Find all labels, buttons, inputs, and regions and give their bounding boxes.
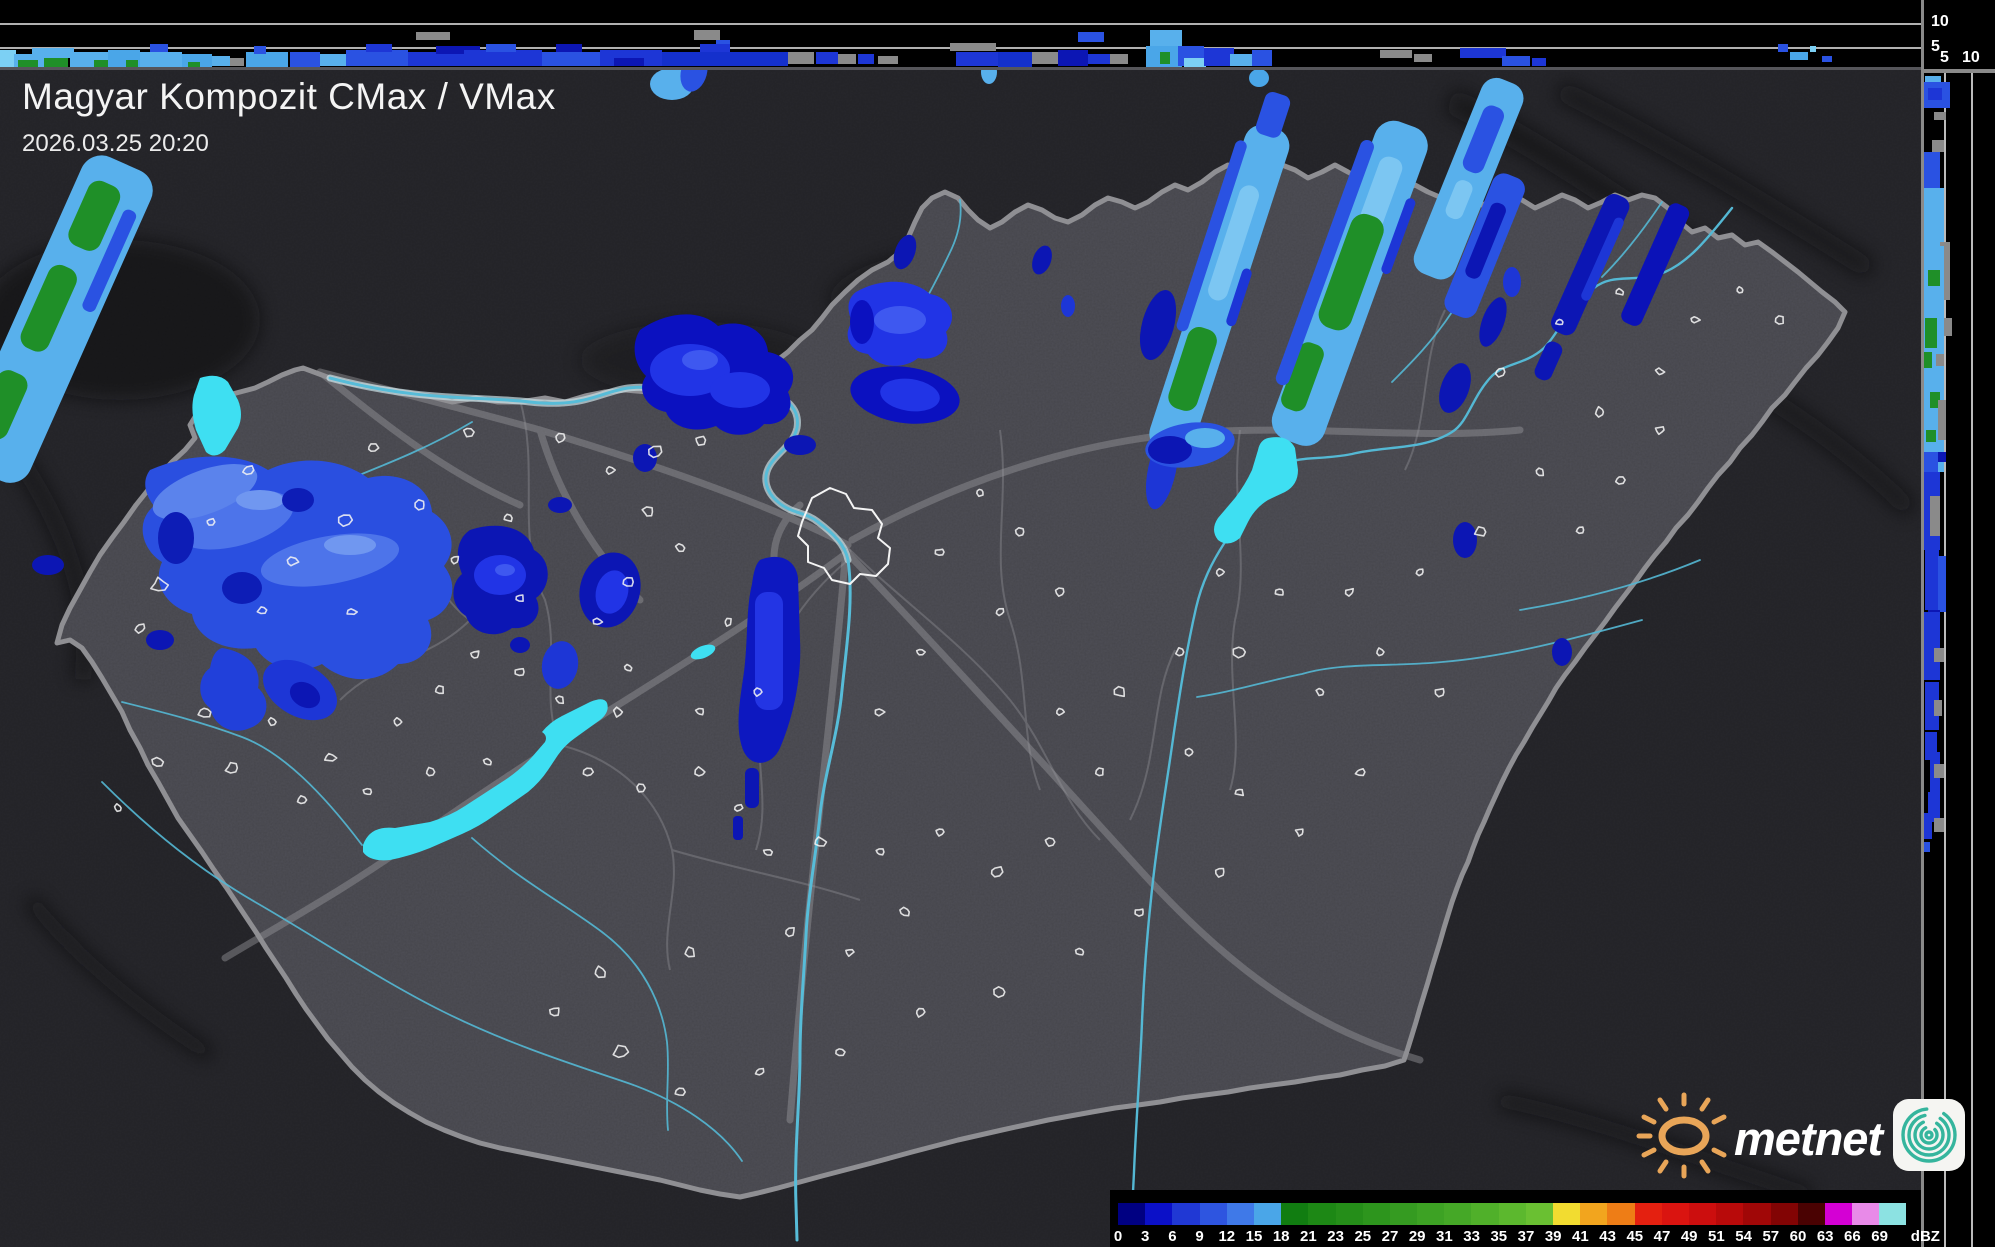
metnet-wordmark: metnet: [1734, 1111, 1883, 1165]
echo-corner-streak: [0, 155, 153, 483]
legend-tick-label: 23: [1327, 1228, 1344, 1245]
legend-tick-label: 41: [1572, 1228, 1589, 1245]
legend-color-cell: [1226, 1203, 1254, 1225]
echo-central-band: [633, 234, 1075, 472]
legend-color-cell: [1172, 1203, 1200, 1225]
vertical-profile-top: [0, 0, 1921, 70]
legend-tick-label: 27: [1381, 1228, 1399, 1245]
lake-ferto: [192, 375, 241, 456]
legend-color-cell: [1199, 1203, 1227, 1225]
legend-color-cell: [1471, 1203, 1499, 1225]
echo-north-bands: [1139, 77, 1690, 666]
lake-balaton: [363, 699, 608, 861]
legend-color-cell: [1389, 1203, 1418, 1225]
legend-color-cell: [1553, 1203, 1581, 1225]
legend-color-cell: [1580, 1203, 1608, 1225]
legend-color-cell: [1852, 1203, 1880, 1225]
legend-tick-label: 31: [1436, 1228, 1453, 1245]
legend-labels: 0 3 6 9 12 15 18 21 23 25 27 29 31 33 35 37 39 41 43 45 47 49…: [1114, 1228, 1929, 1245]
radar-map: [0, 52, 1921, 1247]
legend-color-cell: [1743, 1203, 1771, 1225]
legend-color-cell: [1118, 1203, 1146, 1225]
title-block: Magyar Kompozit CMax / VMax 2026.03.25 2…: [22, 76, 556, 158]
legend-tick-label: 43: [1599, 1228, 1616, 1245]
metnet-logo: metnet: [1632, 1090, 1966, 1180]
settlement-outlines: [113, 285, 1784, 1096]
lake-tisza: [1214, 437, 1298, 544]
legend-color-cell: [1634, 1203, 1662, 1225]
legend-tick-label: 49: [1680, 1228, 1698, 1245]
timestamp: 2026.03.25 20:20: [22, 130, 209, 157]
legend-tick-label: 18: [1272, 1228, 1290, 1245]
legend-color-cell: [1716, 1203, 1744, 1225]
legend-tick-label: 15: [1245, 1228, 1263, 1245]
top-profile-echoes: [0, 30, 1832, 68]
legend-tick-label: 63: [1816, 1228, 1834, 1245]
legend-color-cell: [1281, 1203, 1309, 1225]
legend-tick-label: 69: [1871, 1228, 1888, 1245]
legend-tick-label: 33: [1463, 1228, 1480, 1245]
budapest-outline: [797, 487, 891, 585]
legend-color-cell: [1797, 1203, 1825, 1225]
lake-velence: [690, 644, 716, 660]
legend-color-cell: [1145, 1203, 1173, 1225]
legend-color-cell: [1444, 1203, 1472, 1225]
legend-tick-label: 0: [1113, 1228, 1123, 1245]
legend-tick-label: 9: [1195, 1228, 1204, 1245]
legend-tick-label: 54: [1735, 1228, 1752, 1245]
legend-color-cell: [1362, 1203, 1390, 1225]
legend-color-cell: [1879, 1203, 1907, 1225]
echo-mid-blobs: [453, 497, 641, 689]
right-axis-5km-label: 5: [1940, 49, 1949, 66]
legend-unit-label: dBZ: [1910, 1228, 1940, 1245]
legend-tick-label: 6: [1168, 1228, 1177, 1245]
legend-tick-label: 57: [1762, 1228, 1780, 1245]
legend-tick-label: 29: [1408, 1228, 1426, 1245]
top-axis-5km-label: 5: [1931, 38, 1940, 55]
legend-tick-label: 25: [1354, 1228, 1372, 1245]
legend-color-cell: [1770, 1203, 1798, 1225]
dbz-color-scale: 0 3 6 9 12 15 18 21 23 25 27 29 31 33 35 37 39 41 43 45 47 49…: [1110, 1190, 1940, 1247]
legend-tick-label: 21: [1300, 1228, 1317, 1245]
right-axis-10km-label: 10: [1962, 49, 1980, 66]
metnet-sun-icon: [1636, 1092, 1727, 1179]
legend-color-cell: [1498, 1203, 1526, 1225]
echo-nw-cluster: [32, 456, 453, 731]
top-axis-10km-label: 10: [1931, 13, 1949, 30]
legend-color-cell: [1824, 1203, 1853, 1225]
danube-south: [794, 558, 852, 1242]
echo-velence-streak: [733, 556, 801, 840]
legend-tick-label: 3: [1141, 1228, 1150, 1245]
legend-color-cell: [1661, 1203, 1689, 1225]
legend-swatches: [1118, 1203, 1907, 1225]
legend-color-cell: [1308, 1203, 1336, 1225]
tisza-south: [1130, 540, 1227, 1214]
vertical-profile-right: 10 5 5 10: [1921, 0, 1995, 1247]
right-profile-echoes: [1924, 76, 1952, 852]
legend-tick-label: 35: [1490, 1228, 1508, 1245]
legend-color-cell: [1688, 1203, 1717, 1225]
legend-color-cell: [1253, 1203, 1282, 1225]
hungary-border: [54, 162, 1848, 1200]
legend-tick-label: 39: [1544, 1228, 1562, 1245]
lakes: [192, 375, 1298, 861]
metnet-app-icon: [1893, 1099, 1966, 1171]
legend-tick-label: 37: [1517, 1228, 1535, 1245]
page-title: Magyar Kompozit CMax / VMax: [22, 76, 556, 117]
legend-color-cell: [1417, 1203, 1445, 1225]
legend-tick-label: 45: [1626, 1228, 1644, 1245]
legend-tick-label: 66: [1844, 1228, 1861, 1245]
legend-tick-label: 12: [1218, 1228, 1236, 1245]
legend-color-cell: [1525, 1203, 1553, 1225]
legend-tick-label: 47: [1653, 1228, 1671, 1245]
legend-color-cell: [1335, 1203, 1363, 1225]
legend-tick-label: 60: [1789, 1228, 1807, 1245]
corner-divider-line: [1924, 69, 1995, 73]
legend-color-cell: [1607, 1203, 1635, 1225]
legend-tick-label: 51: [1708, 1228, 1725, 1245]
radar-echoes: [0, 52, 1690, 840]
